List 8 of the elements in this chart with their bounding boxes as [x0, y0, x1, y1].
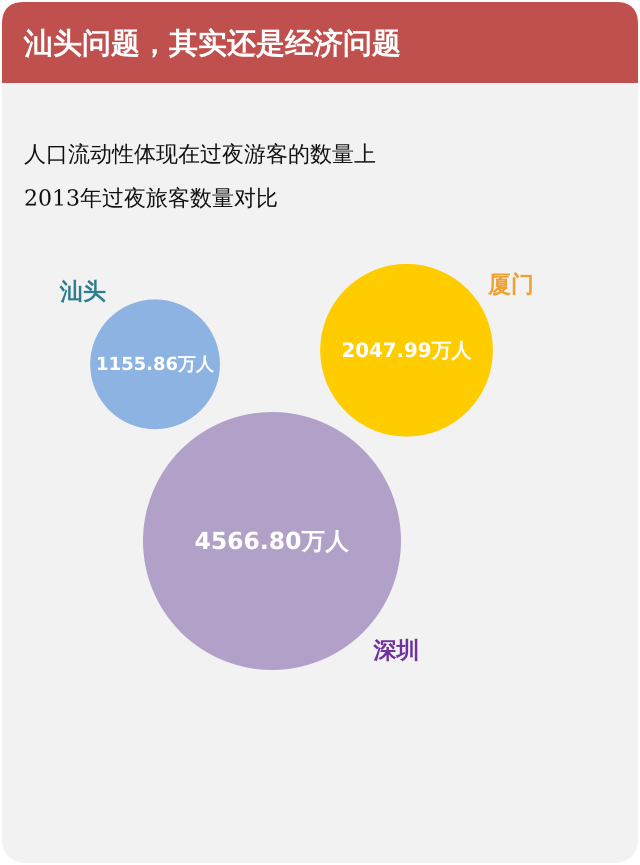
data-label: 2047.99万人: [341, 338, 473, 362]
category-label: 厦门: [487, 270, 534, 298]
category-label: 深圳: [372, 638, 420, 664]
data-label: 1155.86万人: [96, 354, 216, 375]
text: 人口流动性体现在过夜游客的数量上 2013年过夜旅客数量对比: [24, 142, 376, 212]
category-label: 汕头: [58, 279, 106, 306]
text: 汕头问题，其实还是经济问题: [23, 26, 401, 60]
data-label: 4566.80万人: [194, 527, 351, 555]
